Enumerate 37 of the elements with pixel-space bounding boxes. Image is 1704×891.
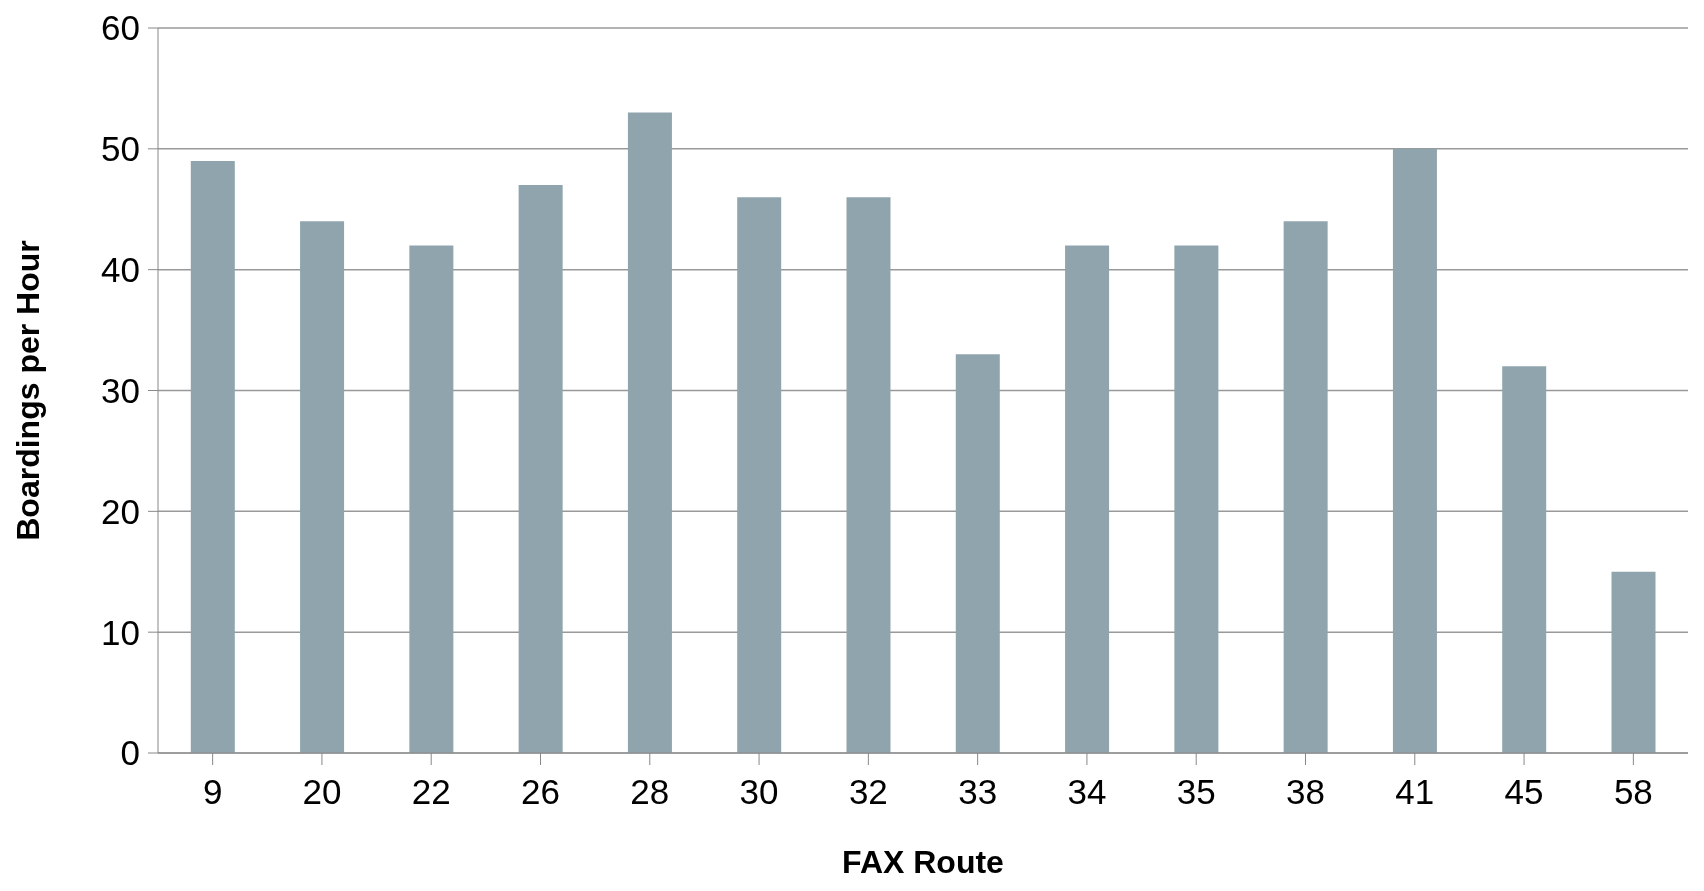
bar [846, 197, 891, 753]
y-axis-title: Boardings per Hour [10, 240, 47, 541]
bar [1502, 366, 1547, 753]
bar [627, 112, 672, 753]
x-tick-label: 22 [411, 771, 451, 811]
bar [1065, 245, 1110, 753]
bar [955, 354, 1000, 753]
x-tick-label: 20 [302, 771, 342, 811]
y-tick-label: 10 [101, 612, 140, 652]
x-tick-label: 9 [202, 771, 223, 811]
x-tick-label: 58 [1613, 771, 1653, 811]
bar [190, 160, 235, 753]
bar [518, 185, 563, 753]
x-tick-label: 38 [1286, 771, 1325, 811]
y-tick-label: 60 [101, 8, 140, 48]
x-tick-label: 28 [630, 771, 670, 811]
y-tick-label: 50 [101, 129, 140, 169]
bar [1611, 571, 1656, 753]
bar [409, 245, 454, 753]
bar [1174, 245, 1219, 753]
x-tick-label: 41 [1395, 771, 1435, 811]
x-tick-label: 35 [1176, 771, 1216, 811]
y-tick-label: 30 [101, 370, 140, 410]
x-tick-label: 34 [1067, 771, 1107, 811]
bar [737, 197, 782, 753]
bar [1392, 148, 1437, 753]
bar [1283, 221, 1328, 753]
x-tick-label: 33 [958, 771, 998, 811]
x-tick-label: 45 [1504, 771, 1544, 811]
x-tick-label: 32 [848, 771, 888, 811]
x-tick-label: 26 [521, 771, 560, 811]
x-axis-title: FAX Route [842, 844, 1004, 880]
bar [300, 221, 345, 753]
y-tick-label: 0 [120, 733, 140, 773]
x-tick-label: 30 [739, 771, 779, 811]
y-tick-label: 40 [101, 250, 140, 290]
y-tick-label: 20 [101, 491, 140, 531]
